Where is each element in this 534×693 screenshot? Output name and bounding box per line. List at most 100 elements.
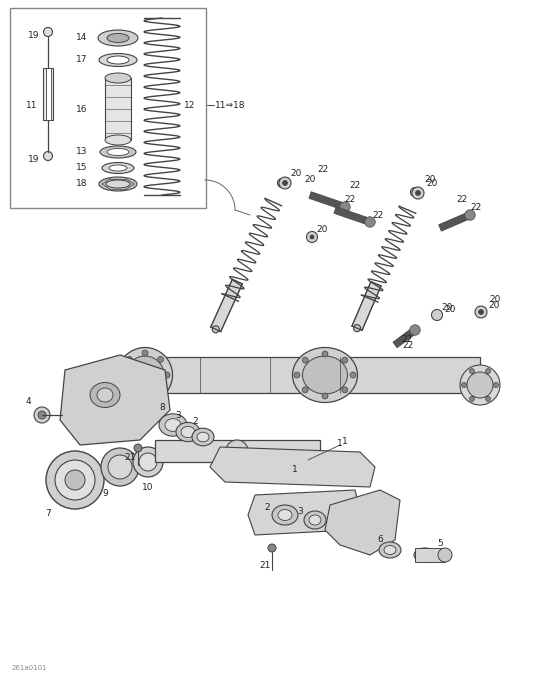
Ellipse shape — [460, 365, 500, 405]
Ellipse shape — [46, 451, 104, 509]
Ellipse shape — [414, 548, 436, 562]
Circle shape — [142, 350, 148, 356]
Circle shape — [38, 411, 46, 419]
Text: 11: 11 — [26, 100, 38, 109]
Circle shape — [461, 383, 467, 387]
Circle shape — [142, 394, 148, 400]
Text: 20: 20 — [290, 170, 302, 179]
Ellipse shape — [100, 146, 136, 158]
Text: 22: 22 — [457, 195, 468, 204]
Text: 20: 20 — [426, 179, 438, 188]
Ellipse shape — [384, 545, 396, 554]
Text: 20: 20 — [425, 175, 436, 184]
Text: 1: 1 — [337, 439, 343, 448]
Circle shape — [158, 387, 163, 394]
Polygon shape — [309, 192, 346, 210]
Text: 10: 10 — [142, 484, 154, 493]
Ellipse shape — [165, 419, 181, 432]
Ellipse shape — [136, 366, 154, 384]
Text: 19: 19 — [28, 155, 40, 164]
Polygon shape — [211, 279, 242, 331]
Circle shape — [279, 177, 291, 189]
Text: 2: 2 — [192, 417, 198, 426]
Text: 18: 18 — [76, 179, 88, 188]
Circle shape — [268, 544, 276, 552]
Ellipse shape — [107, 56, 129, 64]
Circle shape — [120, 372, 126, 378]
Ellipse shape — [293, 347, 357, 403]
Ellipse shape — [102, 162, 134, 173]
Bar — [415, 548, 445, 562]
Bar — [105, 78, 131, 140]
Text: 15: 15 — [76, 164, 88, 173]
Circle shape — [354, 324, 360, 332]
Text: 22: 22 — [403, 340, 414, 349]
Polygon shape — [325, 490, 400, 555]
Circle shape — [415, 191, 420, 195]
Ellipse shape — [101, 448, 139, 486]
Text: 1: 1 — [342, 437, 348, 446]
Circle shape — [365, 217, 375, 227]
Text: 20: 20 — [489, 295, 501, 304]
Ellipse shape — [192, 428, 214, 446]
Polygon shape — [334, 207, 371, 225]
Circle shape — [412, 187, 424, 199]
Circle shape — [478, 310, 483, 315]
Text: 20: 20 — [304, 175, 316, 184]
Ellipse shape — [126, 356, 164, 394]
Ellipse shape — [379, 542, 401, 558]
Circle shape — [322, 351, 328, 357]
Ellipse shape — [159, 414, 187, 436]
Ellipse shape — [99, 177, 137, 191]
Polygon shape — [393, 327, 417, 348]
Circle shape — [302, 387, 308, 393]
Ellipse shape — [176, 423, 200, 441]
Text: 6: 6 — [377, 536, 383, 545]
Circle shape — [350, 372, 356, 378]
Text: 11⇒18: 11⇒18 — [215, 100, 246, 109]
Text: 12: 12 — [184, 101, 195, 110]
Bar — [155, 440, 320, 462]
Ellipse shape — [98, 30, 138, 46]
Polygon shape — [60, 355, 170, 445]
Text: 22: 22 — [317, 166, 328, 175]
Circle shape — [465, 210, 475, 220]
Text: 13: 13 — [76, 148, 88, 157]
Circle shape — [282, 180, 287, 186]
Text: 4: 4 — [25, 398, 31, 407]
Text: 20: 20 — [441, 304, 453, 313]
Circle shape — [340, 202, 350, 212]
Ellipse shape — [117, 347, 172, 403]
Text: 21: 21 — [260, 561, 271, 570]
Circle shape — [310, 235, 314, 239]
Circle shape — [485, 369, 491, 374]
Circle shape — [164, 372, 170, 378]
Ellipse shape — [139, 453, 157, 471]
Ellipse shape — [108, 455, 132, 479]
Text: 5: 5 — [437, 538, 443, 547]
Polygon shape — [248, 490, 360, 535]
Circle shape — [34, 407, 50, 423]
Text: 21: 21 — [124, 453, 136, 462]
Ellipse shape — [226, 440, 248, 462]
Circle shape — [278, 179, 287, 188]
Circle shape — [212, 326, 219, 333]
Ellipse shape — [107, 148, 129, 155]
Circle shape — [302, 357, 308, 363]
Text: 22: 22 — [372, 211, 383, 220]
Text: 14: 14 — [76, 33, 88, 42]
Circle shape — [342, 387, 348, 393]
Polygon shape — [352, 281, 381, 331]
Circle shape — [485, 396, 491, 401]
Ellipse shape — [438, 548, 452, 562]
Ellipse shape — [109, 165, 127, 171]
Circle shape — [307, 231, 318, 243]
Ellipse shape — [105, 135, 131, 145]
Text: 22: 22 — [344, 195, 356, 204]
Ellipse shape — [90, 383, 120, 407]
Circle shape — [469, 396, 475, 401]
Polygon shape — [210, 447, 375, 487]
Text: 261a0101: 261a0101 — [12, 665, 48, 671]
Circle shape — [294, 372, 300, 378]
Circle shape — [493, 383, 499, 387]
